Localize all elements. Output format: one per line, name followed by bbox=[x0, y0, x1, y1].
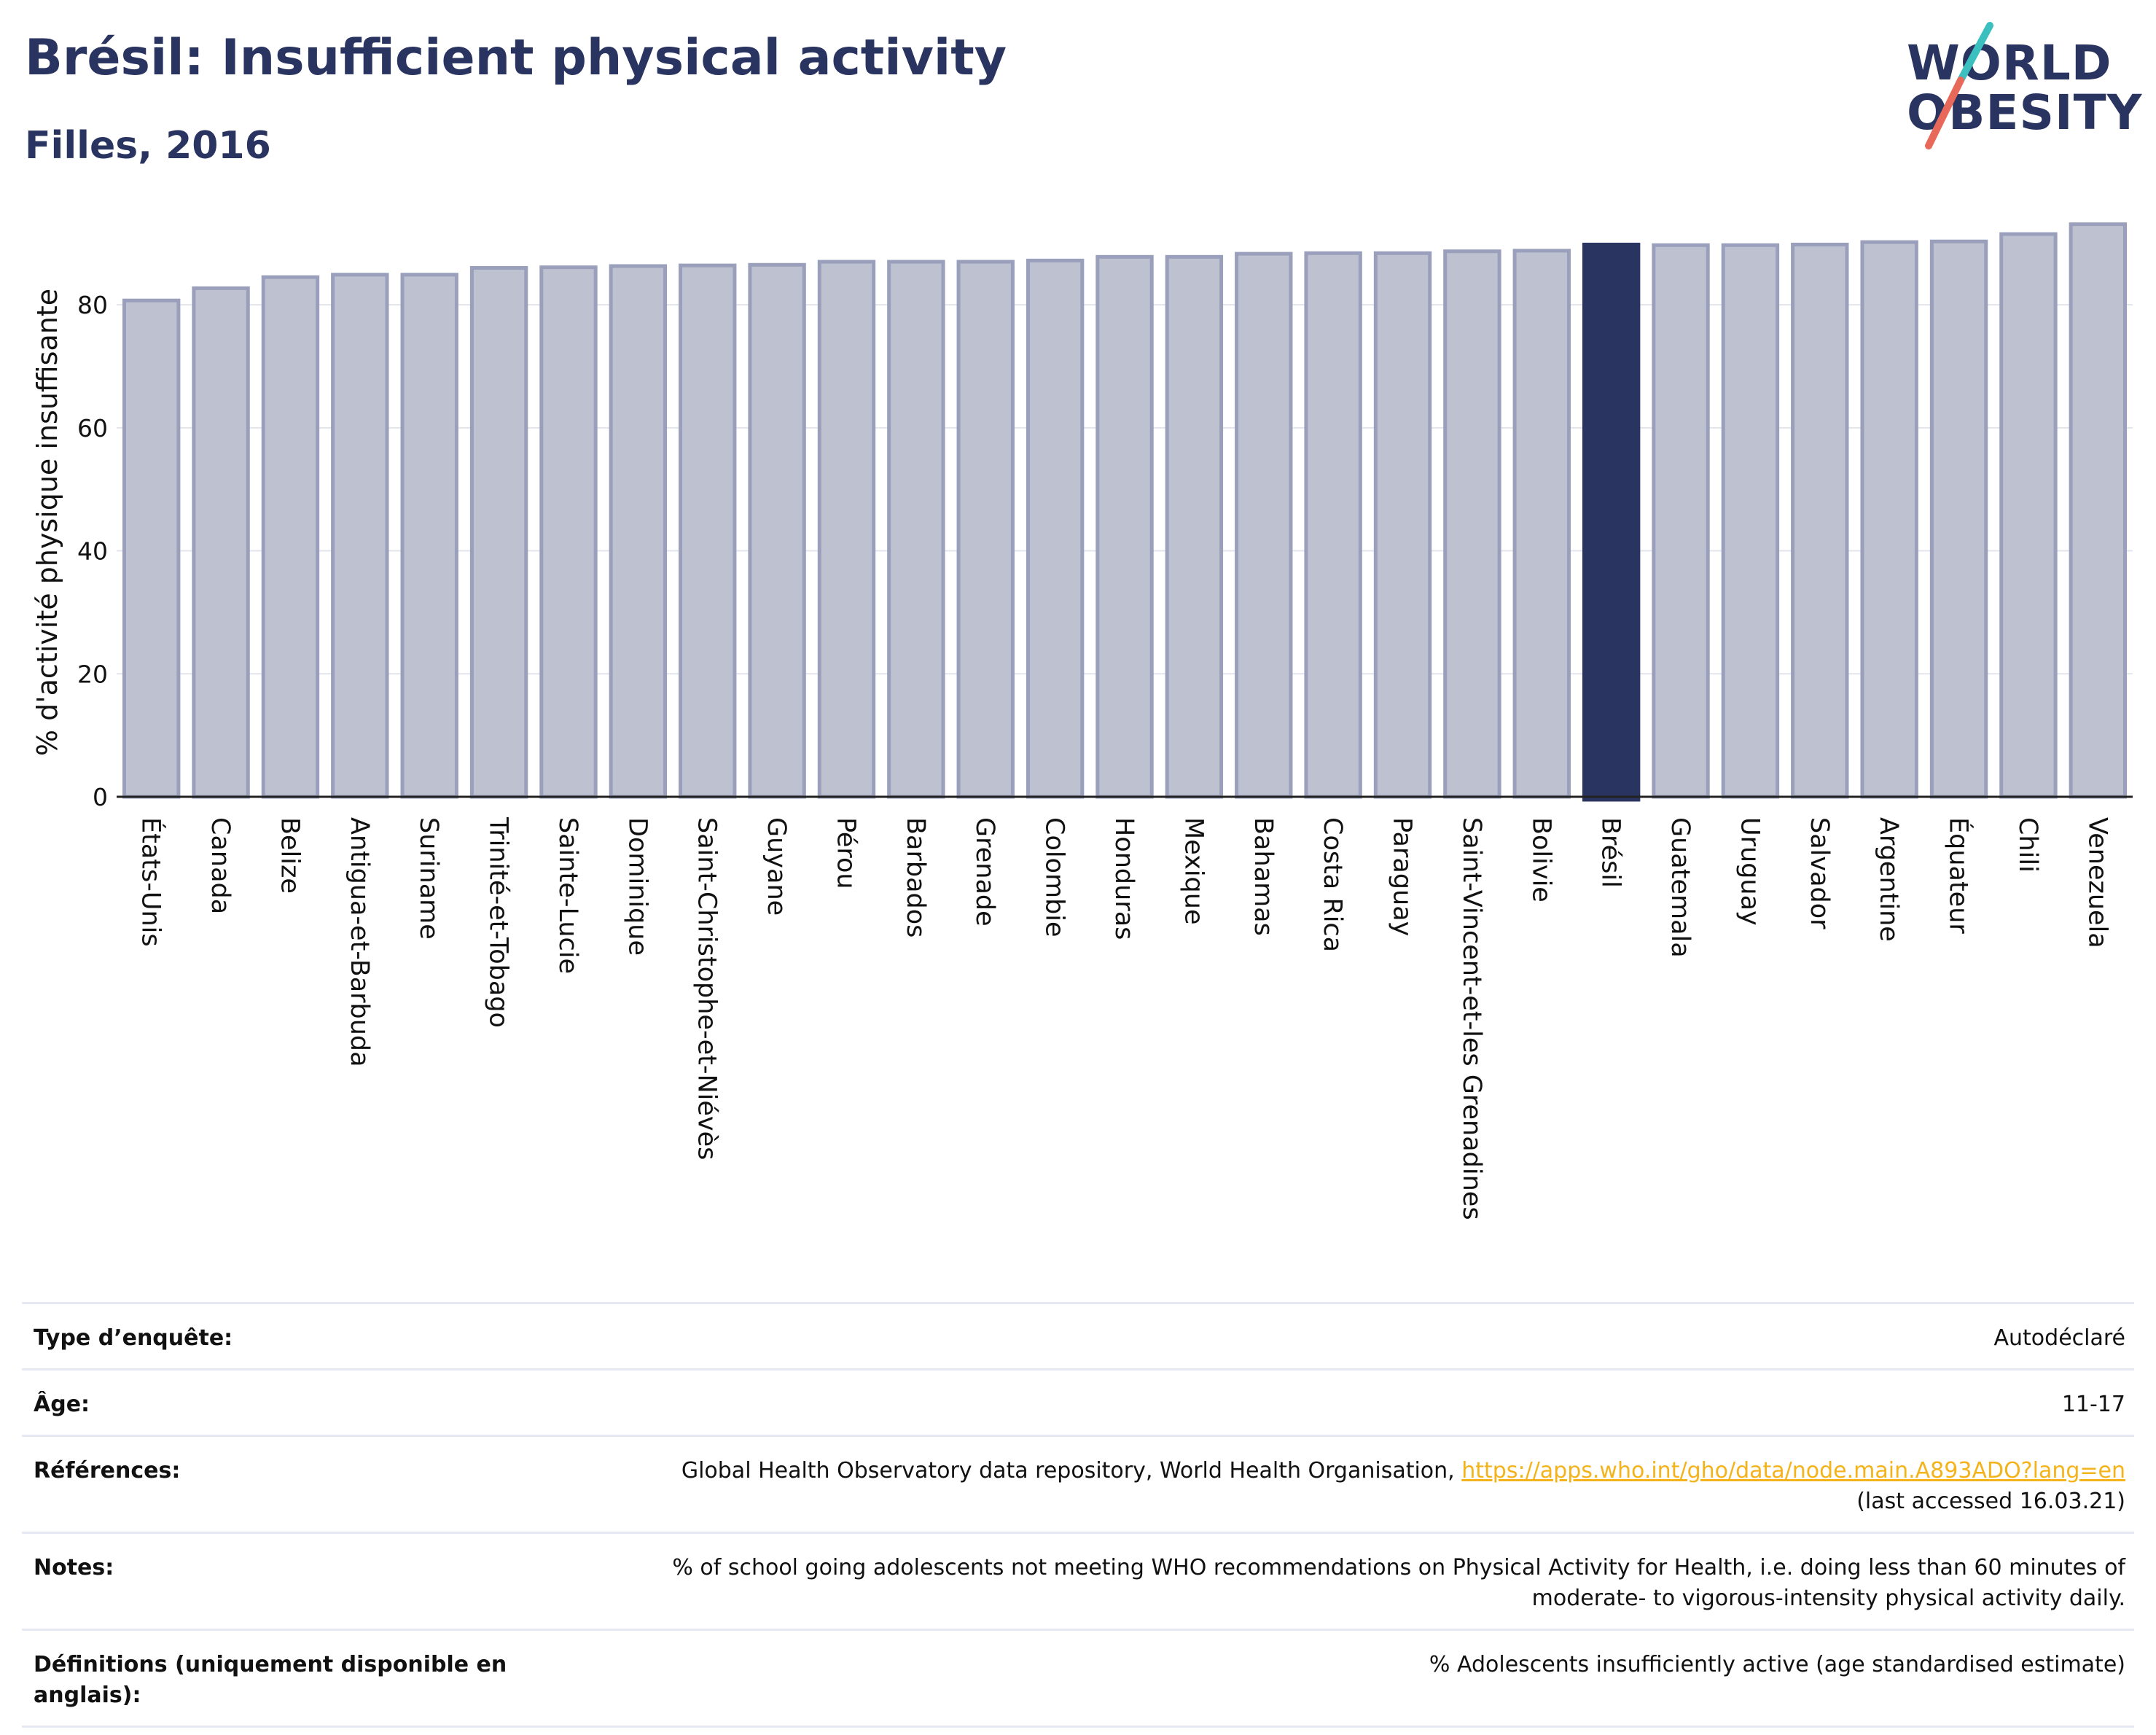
notes-line-2: moderate- to vigorous-intensity physical… bbox=[1531, 1586, 2125, 1611]
notes-value: % of school going adolescents not meetin… bbox=[544, 1553, 2125, 1614]
bar bbox=[887, 260, 945, 799]
bar bbox=[1373, 251, 1432, 799]
bar-chart: 0 20 40 60 80 États-Unis Canada Belize Antigua-… bbox=[31, 222, 2133, 1220]
x-tick-label: Dominique bbox=[622, 817, 652, 956]
bar bbox=[261, 275, 320, 799]
x-tick-label: Salvador bbox=[1805, 817, 1834, 929]
info-row-age: Âge: 11-17 bbox=[22, 1368, 2134, 1435]
x-tick-label: Antigua-et-Barbuda bbox=[345, 817, 374, 1067]
x-tick-label: Uruguay bbox=[1735, 817, 1764, 926]
x-tick-label: États-Unis bbox=[136, 817, 167, 947]
y-tick-label: 0 bbox=[93, 783, 108, 811]
world-obesity-logo: WORLD OBESITY bbox=[1895, 22, 2143, 153]
x-tick-label: Sainte-Lucie bbox=[553, 817, 582, 974]
x-tick-label: Saint-Vincent-et-les Grenadines bbox=[1457, 817, 1486, 1220]
bar bbox=[1860, 240, 1918, 799]
references-label: Références: bbox=[34, 1458, 181, 1483]
bar-highlight bbox=[1582, 242, 1641, 802]
y-tick-label: 80 bbox=[77, 291, 108, 319]
x-tick-label: Costa Rica bbox=[1318, 817, 1347, 952]
logo-slash-icon bbox=[1925, 22, 1993, 149]
bar bbox=[1026, 258, 1085, 799]
x-tick-label: Chili bbox=[2013, 817, 2042, 873]
bar bbox=[192, 286, 250, 799]
x-tick-label: Bolivie bbox=[1526, 817, 1555, 902]
y-tick-labels: 0 20 40 60 80 bbox=[77, 291, 108, 811]
y-tick-label: 40 bbox=[77, 537, 108, 566]
bar bbox=[679, 263, 737, 799]
bar bbox=[1443, 249, 1501, 799]
bar bbox=[1095, 254, 1154, 799]
x-tick-label: Bahamas bbox=[1249, 817, 1278, 936]
bar bbox=[609, 264, 668, 799]
x-tick-label: Équateur bbox=[1944, 817, 1975, 934]
x-tick-label: Honduras bbox=[1109, 817, 1138, 940]
x-tick-label: Canada bbox=[206, 817, 235, 914]
bar bbox=[1791, 242, 1849, 799]
x-tick-label: Barbados bbox=[901, 817, 930, 937]
definitions-label: Définitions (uniquement disponible en an… bbox=[34, 1652, 507, 1708]
bar bbox=[122, 298, 181, 799]
references-value: Global Health Observatory data repositor… bbox=[544, 1456, 2125, 1517]
info-row-survey: Type d’enquête: Autodéclaré bbox=[22, 1302, 2134, 1368]
x-tick-label: Colombie bbox=[1040, 817, 1069, 937]
x-tick-label: Mexique bbox=[1179, 817, 1208, 925]
notes-label: Notes: bbox=[34, 1555, 114, 1580]
x-tick-label: Brésil bbox=[1596, 817, 1625, 888]
bar bbox=[1165, 254, 1224, 799]
x-tick-label: Guatemala bbox=[1665, 817, 1695, 958]
bar bbox=[1512, 249, 1571, 799]
logo-slash-coral bbox=[1925, 77, 1964, 149]
bar bbox=[1235, 252, 1293, 799]
bar bbox=[2069, 222, 2128, 799]
survey-type-value: Autodéclaré bbox=[1993, 1325, 2126, 1351]
age-label: Âge: bbox=[34, 1392, 90, 1417]
bar bbox=[539, 265, 598, 799]
survey-type-label: Type d’enquête: bbox=[34, 1325, 233, 1351]
info-table: Type d’enquête: Autodéclaré Âge: 11-17 R… bbox=[22, 1302, 2134, 1728]
bar bbox=[1999, 232, 2058, 799]
notes-line-1: % of school going adolescents not meetin… bbox=[672, 1555, 2125, 1580]
x-tick-label: Venezuela bbox=[2082, 817, 2112, 948]
info-row-definitions: Définitions (uniquement disponible en an… bbox=[22, 1629, 2134, 1728]
bar bbox=[1929, 239, 1988, 799]
bar bbox=[331, 273, 389, 799]
references-accessed: (last accessed 16.03.21) bbox=[1856, 1489, 2125, 1514]
references-text: Global Health Observatory data repositor… bbox=[681, 1458, 1455, 1483]
x-tick-labels: États-Unis Canada Belize Antigua-et-Barbuda… bbox=[136, 816, 2112, 1220]
x-tick-label: Paraguay bbox=[1388, 817, 1417, 936]
bar bbox=[817, 260, 876, 799]
bar bbox=[1652, 243, 1710, 799]
x-tick-label: Grenade bbox=[970, 817, 999, 927]
info-row-notes: Notes: % of school going adolescents not… bbox=[22, 1532, 2134, 1629]
bar bbox=[1721, 243, 1780, 799]
x-tick-label: Saint-Christophe-et-Niévès bbox=[692, 817, 722, 1160]
bar bbox=[400, 273, 458, 799]
x-tick-label: Belize bbox=[275, 817, 304, 894]
info-row-references: Références: Global Health Observatory da… bbox=[22, 1435, 2134, 1532]
y-axis-label: % d'activité physique insuffisante bbox=[31, 289, 63, 756]
x-tick-label: Trinité-et-Tobago bbox=[484, 816, 513, 1028]
y-tick-label: 20 bbox=[77, 660, 108, 688]
age-value: 11-17 bbox=[2061, 1392, 2125, 1417]
bars bbox=[122, 222, 2128, 802]
definitions-value: % Adolescents insufficiently active (age… bbox=[1429, 1652, 2125, 1677]
logo-line-1: WORLD bbox=[1907, 35, 2112, 91]
bar bbox=[1304, 251, 1362, 799]
bar bbox=[956, 260, 1015, 799]
references-link[interactable]: https://apps.who.int/gho/data/node.main.… bbox=[1461, 1458, 2125, 1483]
x-tick-label: Argentine bbox=[1874, 817, 1903, 942]
logo-slash-teal bbox=[1957, 22, 1993, 84]
x-tick-label: Guyane bbox=[762, 817, 791, 916]
chart-subtitle: Filles, 2016 bbox=[25, 124, 271, 168]
x-tick-label: Suriname bbox=[414, 817, 443, 940]
bar bbox=[469, 265, 528, 799]
chart-title: Brésil: Insufficient physical activity bbox=[25, 29, 1007, 87]
x-tick-label: Pérou bbox=[831, 817, 860, 889]
bar bbox=[748, 262, 806, 799]
y-tick-label: 60 bbox=[77, 414, 108, 442]
